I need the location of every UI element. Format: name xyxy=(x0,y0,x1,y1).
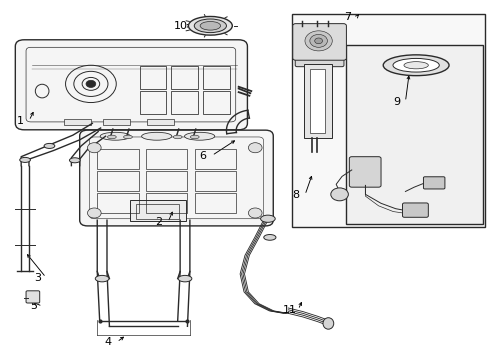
Circle shape xyxy=(309,35,327,47)
Bar xyxy=(140,66,166,89)
Bar xyxy=(97,193,139,213)
FancyBboxPatch shape xyxy=(423,177,444,189)
Text: 7: 7 xyxy=(344,12,351,22)
FancyBboxPatch shape xyxy=(295,56,343,67)
Circle shape xyxy=(330,188,347,201)
Bar xyxy=(64,119,91,125)
Ellipse shape xyxy=(190,135,199,139)
Bar xyxy=(171,66,198,89)
Text: 1: 1 xyxy=(17,116,23,126)
Ellipse shape xyxy=(100,132,130,140)
FancyBboxPatch shape xyxy=(26,291,40,303)
Ellipse shape xyxy=(69,158,80,163)
Bar xyxy=(345,45,483,224)
Ellipse shape xyxy=(173,135,182,139)
Bar xyxy=(171,91,198,114)
Bar xyxy=(194,149,236,168)
Bar xyxy=(103,119,130,125)
Ellipse shape xyxy=(20,157,30,162)
Circle shape xyxy=(86,80,96,87)
Ellipse shape xyxy=(178,275,191,282)
Text: 4: 4 xyxy=(104,337,111,347)
Bar xyxy=(203,91,229,114)
Ellipse shape xyxy=(107,135,116,139)
Text: 5: 5 xyxy=(30,301,37,311)
Circle shape xyxy=(87,208,101,218)
Text: 8: 8 xyxy=(292,190,299,200)
Text: 3: 3 xyxy=(34,273,41,283)
FancyBboxPatch shape xyxy=(15,40,247,130)
Ellipse shape xyxy=(260,215,275,222)
Bar xyxy=(97,171,139,191)
Bar xyxy=(97,149,139,168)
Bar xyxy=(147,119,173,125)
Bar xyxy=(292,14,484,227)
Circle shape xyxy=(305,31,331,51)
Bar xyxy=(194,193,236,213)
FancyBboxPatch shape xyxy=(80,130,273,226)
Bar xyxy=(194,171,236,191)
Bar xyxy=(140,91,166,114)
Ellipse shape xyxy=(44,143,55,148)
Bar xyxy=(146,171,187,191)
Circle shape xyxy=(314,38,322,44)
FancyBboxPatch shape xyxy=(292,24,346,60)
FancyBboxPatch shape xyxy=(402,203,427,217)
Ellipse shape xyxy=(263,234,275,240)
Ellipse shape xyxy=(123,135,132,139)
FancyBboxPatch shape xyxy=(348,157,380,187)
Ellipse shape xyxy=(142,132,171,140)
Bar xyxy=(203,66,229,89)
Ellipse shape xyxy=(95,275,109,282)
Ellipse shape xyxy=(392,58,438,72)
Ellipse shape xyxy=(188,17,232,35)
Bar xyxy=(309,69,325,134)
Bar xyxy=(146,149,187,168)
Circle shape xyxy=(248,208,262,218)
Text: 2: 2 xyxy=(155,217,163,227)
Ellipse shape xyxy=(383,55,448,76)
Ellipse shape xyxy=(184,132,214,140)
Bar xyxy=(136,204,179,219)
Circle shape xyxy=(87,143,101,153)
Text: 10: 10 xyxy=(174,21,188,31)
Text: 6: 6 xyxy=(199,150,206,161)
Ellipse shape xyxy=(403,62,427,69)
Ellipse shape xyxy=(200,22,220,30)
Bar xyxy=(146,193,187,213)
Bar xyxy=(304,64,331,138)
Text: 9: 9 xyxy=(392,97,399,107)
Text: 11: 11 xyxy=(282,305,296,315)
Circle shape xyxy=(248,143,262,153)
Bar xyxy=(130,201,185,221)
Ellipse shape xyxy=(323,318,333,329)
Ellipse shape xyxy=(194,19,226,33)
